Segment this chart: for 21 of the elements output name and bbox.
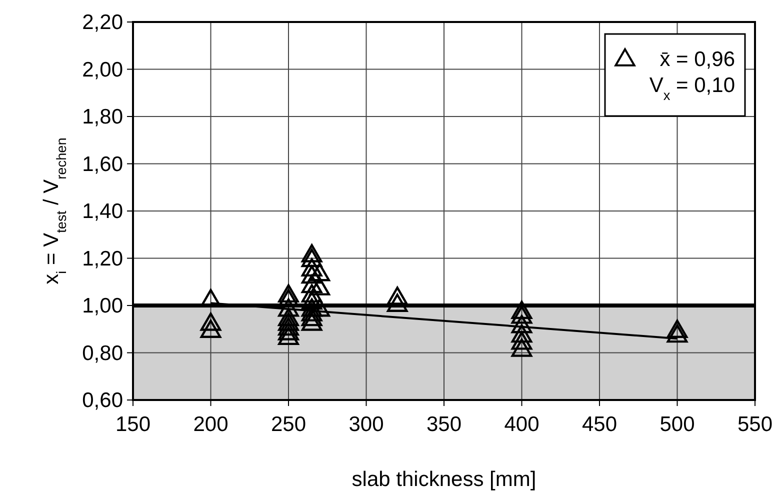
y-tick-label: 1,80 xyxy=(82,106,123,128)
y-tick-label: 1,20 xyxy=(82,247,123,270)
y-tick-label: 0,80 xyxy=(82,342,123,365)
y-tick-label: 2,20 xyxy=(82,11,123,34)
y-tick-label: 1,60 xyxy=(82,152,123,176)
x-tick-label: 250 xyxy=(270,413,306,436)
x-axis-title: slab thickness [mm] xyxy=(352,468,536,491)
x-tick-label: 400 xyxy=(504,413,540,436)
y-tick-label: 1,00 xyxy=(82,294,123,318)
x-tick-label: 300 xyxy=(348,413,384,436)
legend-label: x̄ = 0,96 xyxy=(660,48,735,71)
y-tick-label: 1,40 xyxy=(82,200,123,223)
x-tick-label: 450 xyxy=(582,413,618,436)
x-tick-label: 500 xyxy=(660,413,695,436)
y-tick-label: 2,00 xyxy=(82,58,123,82)
annotation: V$_{x}$ = 0,10 xyxy=(649,74,735,102)
x-tick-label: 200 xyxy=(193,413,228,436)
y-tick-label: 0,60 xyxy=(82,389,123,412)
x-tick-label: 550 xyxy=(737,413,773,436)
x-tick-label: 150 xyxy=(115,413,151,436)
x-tick-label: 350 xyxy=(426,413,462,436)
